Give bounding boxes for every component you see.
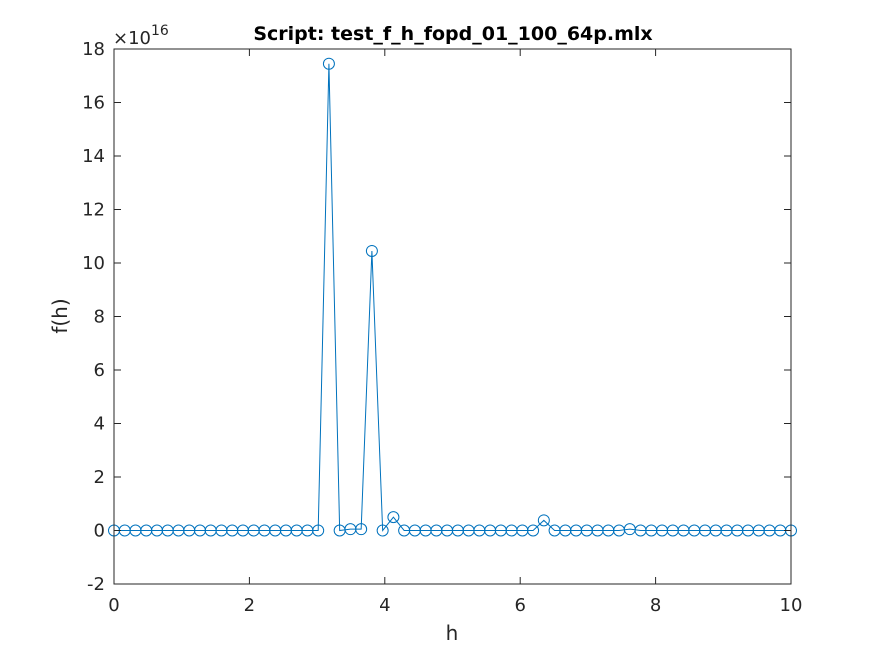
x-axis-label: h [446,621,459,645]
y-exponent-label: ×1016 [113,23,169,49]
y-tick-label: 0 [94,521,105,542]
data-point [355,523,368,536]
y-axis-label: f(h) [48,298,72,333]
data-point [376,524,389,537]
data-point [527,524,540,537]
x-tick-label: 4 [379,595,390,616]
data-point [365,244,378,257]
x-tick-label: 8 [650,595,661,616]
data-point [387,511,400,524]
chart-title: Script: test_f_h_fopd_01_100_64p.mlx [253,23,652,45]
y-tick-label: 18 [82,39,105,60]
data-point [537,514,550,527]
y-tick-label: 14 [82,146,105,167]
data-point [312,524,325,537]
x-tick-label: 0 [108,595,119,616]
y-tick-label: -2 [87,574,105,595]
y-tick-label: 16 [82,93,105,114]
x-tick-label: 6 [514,595,525,616]
y-tick-label: 10 [82,253,105,274]
x-tick-label: 10 [780,595,803,616]
y-exponent-power: 16 [151,23,169,39]
plot-area [114,49,791,584]
y-tick-label: 12 [82,200,105,221]
y-tick-label: 2 [94,467,105,488]
y-exponent-base: ×10 [113,28,151,49]
marks-layer [108,57,797,537]
y-tick-label: 4 [94,414,105,435]
y-tick-label: 6 [94,360,105,381]
x-tick-label: 2 [244,595,255,616]
data-point [322,57,335,70]
y-tick-label: 8 [94,307,105,328]
